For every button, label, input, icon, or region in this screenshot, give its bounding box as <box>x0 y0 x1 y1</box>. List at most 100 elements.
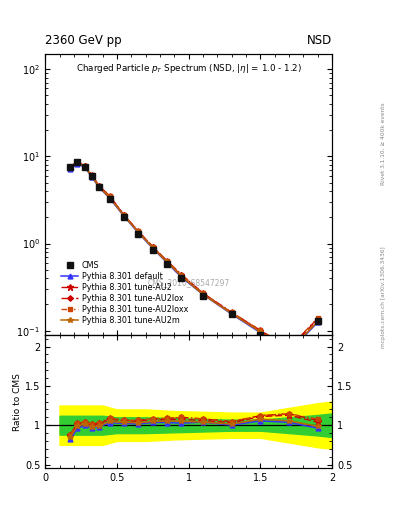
CMS <box>107 197 112 203</box>
Pythia 8.301 tune-AU2lox <box>315 315 320 322</box>
CMS <box>287 350 292 356</box>
Pythia 8.301 tune-AU2loxx <box>136 228 141 234</box>
Pythia 8.301 tune-AU2m <box>122 213 127 219</box>
Pythia 8.301 default <box>136 230 141 236</box>
Line: Pythia 8.301 tune-AU2lox: Pythia 8.301 tune-AU2lox <box>68 160 320 350</box>
Text: 2360 GeV pp: 2360 GeV pp <box>45 34 122 47</box>
Pythia 8.301 tune-AU2loxx <box>287 345 292 351</box>
CMS <box>136 230 141 237</box>
Pythia 8.301 tune-AU2loxx <box>122 212 127 218</box>
CMS <box>151 247 155 253</box>
Pythia 8.301 tune-AU2lox <box>287 345 292 351</box>
Pythia 8.301 tune-AU2loxx <box>201 290 206 296</box>
Text: CMS_2010_S8547297: CMS_2010_S8547297 <box>147 278 230 287</box>
Pythia 8.301 tune-AU2lox <box>122 212 127 218</box>
Pythia 8.301 default <box>122 214 127 220</box>
Pythia 8.301 tune-AU2m <box>151 245 155 251</box>
Pythia 8.301 tune-AU2lox <box>90 172 94 178</box>
Pythia 8.301 tune-AU2lox <box>82 163 87 169</box>
Pythia 8.301 default <box>258 330 263 336</box>
Pythia 8.301 tune-AU2m <box>82 164 87 170</box>
Pythia 8.301 tune-AU2 <box>201 291 206 297</box>
Pythia 8.301 tune-AU2loxx <box>90 172 94 178</box>
Pythia 8.301 tune-AU2loxx <box>97 183 101 189</box>
Pythia 8.301 tune-AU2lox <box>151 244 155 250</box>
Pythia 8.301 tune-AU2 <box>151 244 155 250</box>
Pythia 8.301 tune-AU2 <box>107 194 112 200</box>
Pythia 8.301 tune-AU2 <box>179 272 184 279</box>
Pythia 8.301 tune-AU2 <box>230 310 234 316</box>
Pythia 8.301 tune-AU2lox <box>179 271 184 278</box>
Pythia 8.301 tune-AU2m <box>258 329 263 335</box>
Pythia 8.301 tune-AU2 <box>97 183 101 189</box>
Pythia 8.301 tune-AU2lox <box>230 309 234 315</box>
Pythia 8.301 default <box>75 161 80 167</box>
Pythia 8.301 tune-AU2lox <box>97 183 101 189</box>
Pythia 8.301 default <box>82 164 87 170</box>
Pythia 8.301 tune-AU2m <box>179 273 184 280</box>
Legend: CMS, Pythia 8.301 default, Pythia 8.301 tune-AU2, Pythia 8.301 tune-AU2lox, Pyth: CMS, Pythia 8.301 default, Pythia 8.301 … <box>61 261 188 325</box>
CMS <box>258 332 263 338</box>
Pythia 8.301 tune-AU2loxx <box>75 159 80 165</box>
Pythia 8.301 default <box>97 184 101 190</box>
CMS <box>68 164 73 170</box>
Line: CMS: CMS <box>67 159 321 356</box>
Pythia 8.301 tune-AU2loxx <box>258 327 263 333</box>
Pythia 8.301 tune-AU2 <box>90 173 94 179</box>
Pythia 8.301 default <box>165 260 169 266</box>
Pythia 8.301 tune-AU2 <box>68 164 73 170</box>
Pythia 8.301 tune-AU2loxx <box>68 164 73 170</box>
Pythia 8.301 tune-AU2m <box>201 291 206 297</box>
CMS <box>97 183 101 189</box>
Pythia 8.301 tune-AU2 <box>258 328 263 334</box>
Text: mcplots.cern.ch [arXiv:1306.3436]: mcplots.cern.ch [arXiv:1306.3436] <box>381 246 386 348</box>
Pythia 8.301 tune-AU2m <box>136 229 141 236</box>
Line: Pythia 8.301 tune-AU2loxx: Pythia 8.301 tune-AU2loxx <box>68 160 320 350</box>
Pythia 8.301 tune-AU2 <box>75 159 80 165</box>
Pythia 8.301 tune-AU2lox <box>107 193 112 199</box>
Pythia 8.301 tune-AU2m <box>68 165 73 172</box>
CMS <box>179 275 184 281</box>
CMS <box>122 214 127 220</box>
Pythia 8.301 tune-AU2loxx <box>82 163 87 169</box>
Pythia 8.301 tune-AU2 <box>136 228 141 234</box>
Pythia 8.301 tune-AU2lox <box>75 159 80 165</box>
Pythia 8.301 tune-AU2lox <box>258 327 263 333</box>
Pythia 8.301 default <box>230 311 234 317</box>
Pythia 8.301 default <box>287 349 292 355</box>
Pythia 8.301 tune-AU2 <box>287 346 292 352</box>
Pythia 8.301 tune-AU2m <box>230 311 234 317</box>
Pythia 8.301 tune-AU2 <box>82 163 87 169</box>
Pythia 8.301 tune-AU2m <box>107 195 112 201</box>
Pythia 8.301 tune-AU2 <box>165 259 169 265</box>
Pythia 8.301 tune-AU2 <box>122 212 127 219</box>
Pythia 8.301 tune-AU2m <box>287 348 292 354</box>
Pythia 8.301 tune-AU2lox <box>68 164 73 170</box>
Line: Pythia 8.301 tune-AU2m: Pythia 8.301 tune-AU2m <box>68 160 321 354</box>
Pythia 8.301 tune-AU2loxx <box>165 258 169 264</box>
Pythia 8.301 tune-AU2lox <box>136 228 141 234</box>
CMS <box>82 164 87 170</box>
CMS <box>75 159 80 165</box>
Text: Charged Particle $p_T$ Spectrum (NSD, |$\eta$| = 1.0 - 1.2): Charged Particle $p_T$ Spectrum (NSD, |$… <box>76 62 301 75</box>
Pythia 8.301 tune-AU2m <box>90 173 94 179</box>
Pythia 8.301 default <box>315 319 320 325</box>
Pythia 8.301 tune-AU2lox <box>165 258 169 264</box>
Text: NSD: NSD <box>307 34 332 47</box>
Pythia 8.301 tune-AU2m <box>97 184 101 190</box>
Pythia 8.301 tune-AU2m <box>165 259 169 265</box>
Pythia 8.301 default <box>107 195 112 201</box>
Y-axis label: Ratio to CMS: Ratio to CMS <box>13 373 22 431</box>
Pythia 8.301 default <box>201 291 206 297</box>
Pythia 8.301 tune-AU2loxx <box>230 309 234 315</box>
CMS <box>230 311 234 317</box>
Text: Rivet 3.1.10, ≥ 400k events: Rivet 3.1.10, ≥ 400k events <box>381 102 386 185</box>
Pythia 8.301 tune-AU2m <box>75 160 80 166</box>
Pythia 8.301 tune-AU2loxx <box>107 193 112 199</box>
Pythia 8.301 tune-AU2loxx <box>179 271 184 278</box>
Pythia 8.301 default <box>68 166 73 172</box>
CMS <box>165 261 169 267</box>
CMS <box>90 173 94 179</box>
Pythia 8.301 tune-AU2lox <box>201 290 206 296</box>
CMS <box>201 293 206 299</box>
